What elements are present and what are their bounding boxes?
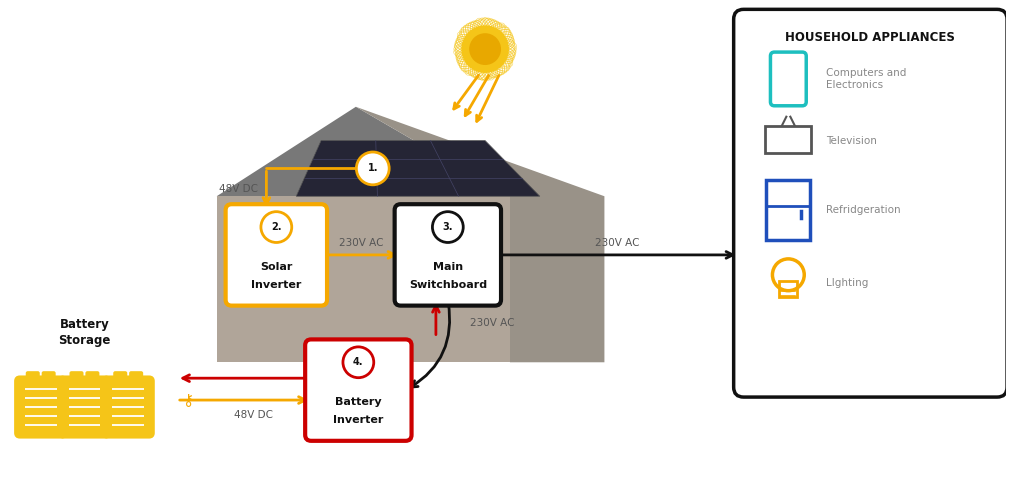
Text: Solar: Solar — [260, 262, 293, 272]
FancyBboxPatch shape — [767, 180, 810, 240]
Text: Main: Main — [433, 262, 463, 272]
FancyBboxPatch shape — [226, 204, 327, 305]
FancyBboxPatch shape — [305, 339, 412, 441]
Circle shape — [261, 212, 292, 242]
Polygon shape — [356, 107, 604, 362]
FancyBboxPatch shape — [778, 67, 798, 91]
FancyBboxPatch shape — [130, 372, 142, 382]
Circle shape — [433, 212, 463, 242]
FancyBboxPatch shape — [16, 377, 66, 437]
FancyBboxPatch shape — [114, 372, 126, 382]
Text: 4.: 4. — [353, 357, 363, 367]
Circle shape — [461, 25, 509, 73]
Text: Refridgeration: Refridgeration — [826, 205, 901, 215]
Text: ⚷: ⚷ — [183, 392, 194, 408]
Text: 48V DC: 48V DC — [219, 185, 258, 194]
Polygon shape — [217, 107, 510, 196]
Text: Switchboard: Switchboard — [409, 280, 487, 290]
Polygon shape — [297, 141, 540, 196]
Text: 230V AC: 230V AC — [339, 238, 383, 248]
FancyBboxPatch shape — [734, 10, 1007, 397]
Text: Battery: Battery — [335, 397, 381, 407]
Text: 2.: 2. — [271, 222, 282, 232]
Text: Inverter: Inverter — [251, 280, 302, 290]
Text: 230V AC: 230V AC — [470, 317, 515, 327]
Text: HOUSEHOLD APPLIANCES: HOUSEHOLD APPLIANCES — [785, 31, 956, 43]
Text: Inverter: Inverter — [333, 415, 383, 425]
Text: 230V AC: 230V AC — [594, 238, 639, 248]
Circle shape — [356, 152, 389, 185]
Polygon shape — [217, 196, 510, 362]
Text: Llghting: Llghting — [826, 278, 869, 288]
FancyBboxPatch shape — [103, 377, 153, 437]
Text: Television: Television — [826, 136, 877, 146]
Text: Computers and
Electronics: Computers and Electronics — [826, 68, 906, 90]
FancyBboxPatch shape — [395, 204, 501, 305]
Circle shape — [785, 92, 791, 98]
Text: 1.: 1. — [367, 163, 378, 174]
FancyBboxPatch shape — [60, 377, 109, 437]
Text: 48V DC: 48V DC — [234, 410, 273, 420]
FancyBboxPatch shape — [71, 372, 83, 382]
Text: 3.: 3. — [443, 222, 453, 232]
FancyBboxPatch shape — [87, 372, 98, 382]
FancyBboxPatch shape — [42, 372, 54, 382]
Text: Battery
Storage: Battery Storage — [59, 318, 111, 348]
FancyBboxPatch shape — [766, 126, 811, 153]
Circle shape — [469, 33, 501, 65]
Circle shape — [343, 347, 373, 378]
FancyBboxPatch shape — [27, 372, 38, 382]
